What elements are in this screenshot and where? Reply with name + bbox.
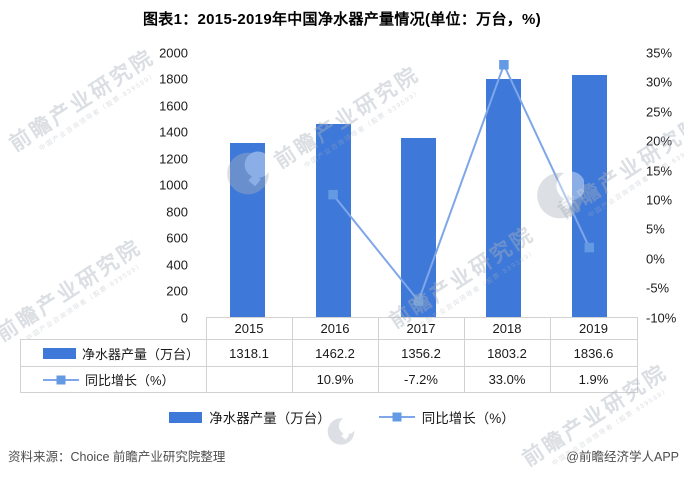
left-axis-tick: 1800 <box>159 71 188 87</box>
table-data-row: 净水器产量（万台） 1318.1 1462.2 1356.2 1803.2 1836.6 <box>20 339 638 367</box>
table-value-cell: -7.2% <box>377 366 465 393</box>
table-value-cell: 33.0% <box>463 366 551 393</box>
table-year-cell: 2017 <box>377 317 465 340</box>
line-marker-icon <box>43 378 79 381</box>
table-value-cell <box>205 366 293 393</box>
right-axis-tick: 0% <box>646 251 665 267</box>
table-year-cell: 2016 <box>291 317 379 340</box>
page-title: 图表1：2015-2019年中国净水器产量情况(单位：万台，%) <box>142 11 541 28</box>
left-axis-tick: 200 <box>166 283 188 299</box>
table-year-cell: 2015 <box>205 317 293 340</box>
table-row-label: 同比增长（%） <box>20 366 207 393</box>
footer-source: 资料来源：Choice 前瞻产业研究院整理 <box>8 450 226 464</box>
bar-2018 <box>486 79 522 318</box>
table-value-cell: 1356.2 <box>377 339 465 367</box>
bar-swatch-icon <box>169 411 203 423</box>
table-row-label-inner: 同比增长（%） <box>21 370 205 389</box>
line-marker-icon <box>378 416 415 418</box>
left-axis-tick: 1400 <box>159 124 188 140</box>
left-axis-tick: 1000 <box>159 177 188 193</box>
table-year-cell: 2018 <box>463 317 551 340</box>
table-year-cell: 2019 <box>549 317 638 340</box>
left-axis-tick: 800 <box>166 204 188 220</box>
right-axis-tick: 35% <box>646 45 673 61</box>
right-axis-tick: -5% <box>646 280 670 296</box>
bar-2019 <box>571 74 607 318</box>
table-row-label-inner: 净水器产量（万台） <box>21 344 205 363</box>
table-value-cell: 10.9% <box>291 366 379 393</box>
right-axis-tick: 25% <box>646 104 673 120</box>
left-axis-tick: 0 <box>180 310 188 325</box>
footer-credit: @前瞻经济学人APP <box>566 450 679 464</box>
table-value-cell: 1836.6 <box>549 339 638 367</box>
table-ghost-cell <box>21 318 207 340</box>
legend-item-production: 净水器产量（万台） <box>169 407 331 427</box>
bar-2016 <box>315 124 351 318</box>
legend-item-growth: 同比增长（%） <box>378 407 515 427</box>
legend-label-production: 净水器产量（万台） <box>209 411 331 426</box>
chart-legend: 净水器产量（万台） 同比增长（%） <box>0 407 684 427</box>
bar-2015 <box>230 143 266 318</box>
table-value-cell: 1462.2 <box>291 339 379 367</box>
growth-line-marker <box>499 60 509 70</box>
left-axis-tick: 1200 <box>159 151 188 167</box>
left-axis-tick: 2000 <box>159 45 188 61</box>
table-row-label-text: 同比增长（%） <box>85 373 175 388</box>
growth-line <box>332 62 591 304</box>
legend-label-growth: 同比增长（%） <box>421 411 515 426</box>
table-value-cell: 1318.1 <box>205 339 293 367</box>
table-data-row: 同比增长（%） 10.9% -7.2% 33.0% 1.9% <box>20 366 638 393</box>
bar-2017 <box>401 138 436 318</box>
bar-swatch-icon <box>43 347 76 359</box>
left-axis-tick: 600 <box>166 230 188 246</box>
table-year-header-row: 2015 2016 2017 2018 2019 <box>21 317 638 340</box>
right-axis-tick: 30% <box>646 74 673 90</box>
left-axis-tick: 400 <box>166 257 188 273</box>
table-row-label-text: 净水器产量（万台） <box>82 346 200 362</box>
left-axis-tick: 1600 <box>159 98 188 114</box>
table-value-cell: 1803.2 <box>463 339 551 367</box>
right-axis-tick: 5% <box>646 221 665 237</box>
right-axis-tick: 10% <box>646 192 673 208</box>
data-table: 2015 2016 2017 2018 2019 净水器产量（万台） 1318.1 1462.… <box>20 317 638 393</box>
right-axis-tick: -10% <box>646 310 677 325</box>
footer: 资料来源：Choice 前瞻产业研究院整理 @前瞻经济学人APP <box>8 446 679 465</box>
right-axis-tick: 15% <box>646 163 673 179</box>
right-axis-tick: 20% <box>646 133 673 149</box>
table-row-label: 净水器产量（万台） <box>20 339 207 367</box>
table-value-cell: 1.9% <box>549 366 638 393</box>
